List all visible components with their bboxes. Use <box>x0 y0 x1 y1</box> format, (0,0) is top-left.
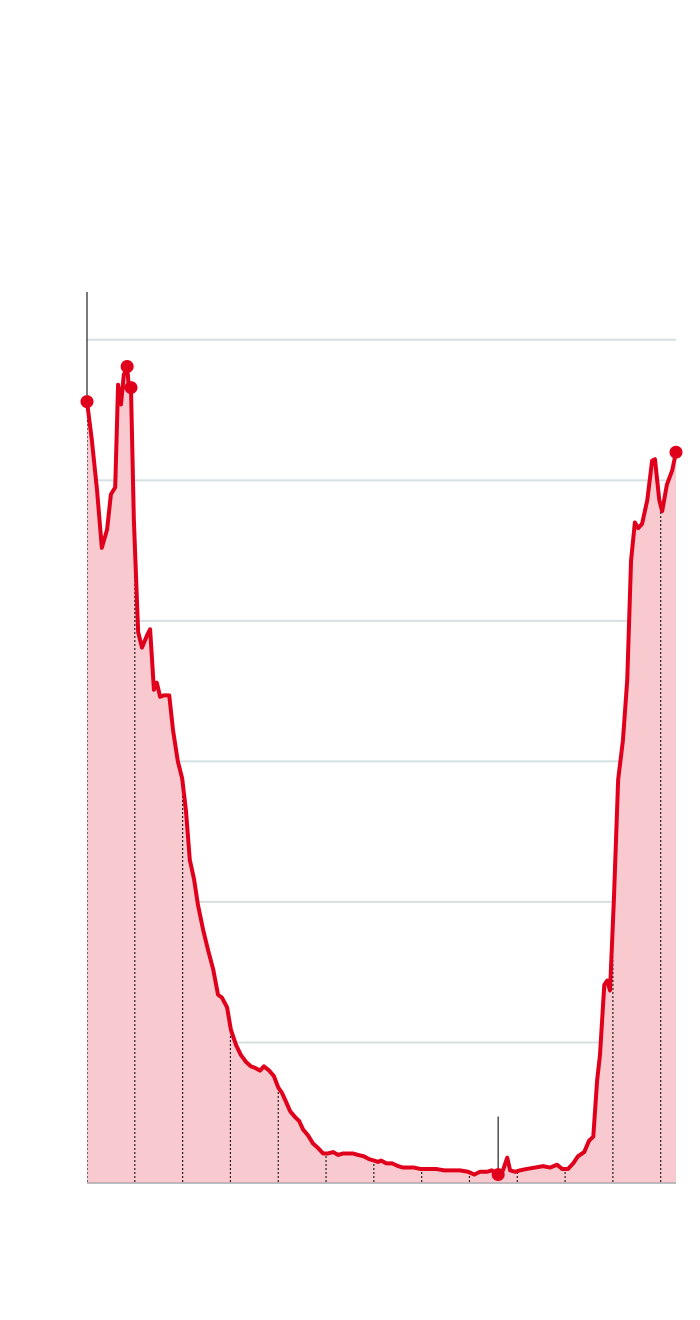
highlight-point <box>124 381 138 395</box>
area-fill <box>87 366 676 1184</box>
line <box>85 364 678 1177</box>
highlight-point <box>491 1168 505 1182</box>
highlight-point <box>669 445 683 459</box>
highlight-point <box>80 395 94 409</box>
highlight-point <box>120 359 134 373</box>
